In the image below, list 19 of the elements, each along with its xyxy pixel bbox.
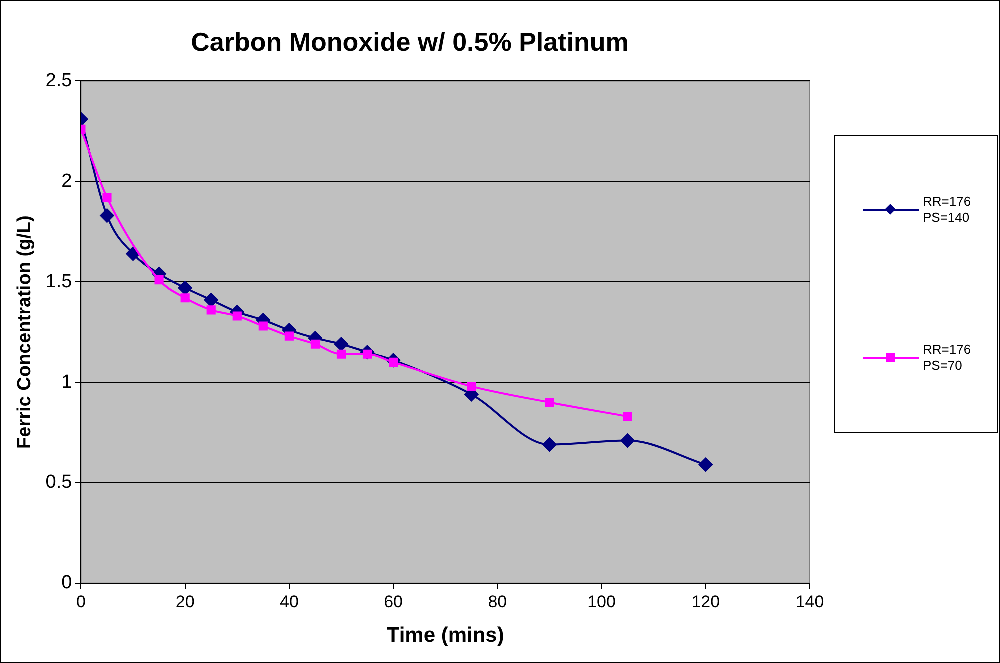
y-tick-label: 1.5: [46, 271, 72, 292]
y-tick-label: 2: [62, 170, 72, 192]
x-tick-label: 100: [588, 592, 616, 612]
legend-label: RR=176 PS=140: [923, 194, 972, 226]
x-axis-title: Time (mins): [386, 624, 504, 648]
x-tick-label: 20: [176, 592, 195, 612]
x-tick-label: 60: [384, 592, 404, 612]
x-tick-label: 140: [796, 592, 824, 612]
y-tick-label: 1: [62, 372, 72, 393]
y-tick-label: 2.5: [46, 70, 72, 92]
x-tick-label: 80: [488, 592, 508, 612]
x-tick-label: 120: [692, 592, 720, 612]
y-tick-label: 0: [62, 572, 72, 594]
legend-label: RR=176 PS=70: [923, 342, 972, 374]
chart-title: Carbon Monoxide w/ 0.5% Platinum: [191, 26, 629, 57]
x-tick-label: 40: [280, 592, 299, 612]
y-axis-title: Ferric Concentration (g/L): [14, 216, 36, 449]
x-tick-label: 0: [76, 592, 86, 612]
y-tick-label: 0.5: [46, 472, 72, 494]
